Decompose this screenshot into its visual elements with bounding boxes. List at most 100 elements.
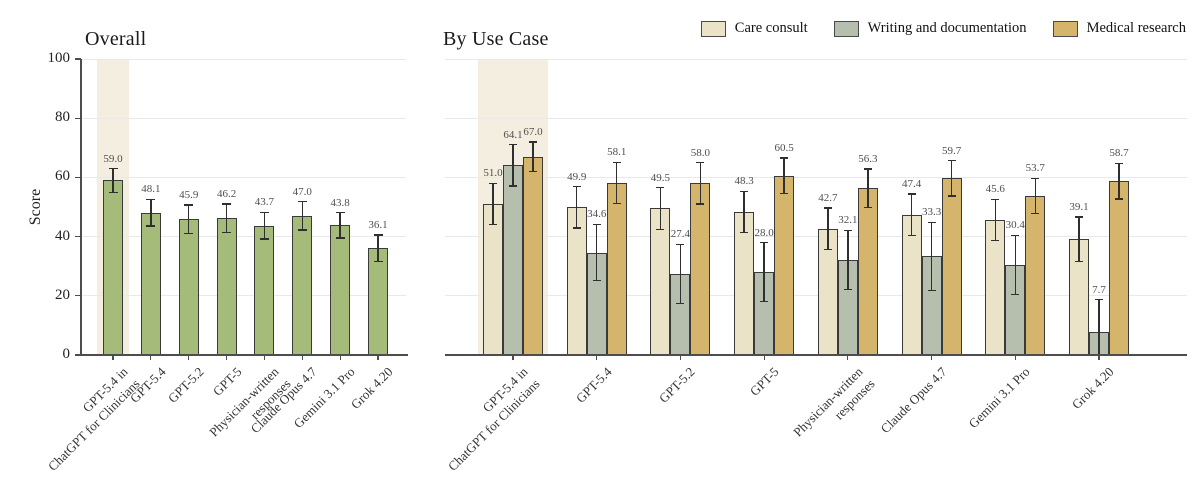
error-bar-cap [843, 229, 852, 232]
bar [857, 188, 878, 355]
gridline [82, 58, 406, 60]
bar [1109, 181, 1129, 355]
legend-swatch-medical-research [1052, 20, 1078, 37]
x-tick [339, 355, 341, 360]
error-bar-cap [947, 195, 956, 197]
error-bar-cap [1031, 177, 1040, 179]
x-tick [763, 355, 765, 360]
error-bar-cap [222, 231, 232, 234]
error-bar-cap [1075, 260, 1083, 263]
error-bar-cap [991, 198, 1000, 200]
y-tick-label: 0 [62, 346, 71, 362]
error-bar-line [659, 187, 662, 230]
category-label: GPT-5.2 [656, 364, 699, 406]
value-label: 33.3 [921, 206, 942, 219]
error-bar-cap [373, 234, 383, 236]
gridline [445, 117, 1187, 119]
bar [566, 207, 587, 355]
legend-label: Medical research [1086, 20, 1186, 36]
error-bar-cap [108, 191, 118, 193]
value-label: 58.0 [690, 146, 711, 159]
error-bar-line [1034, 178, 1036, 214]
x-tick [679, 355, 682, 360]
error-bar-cap [863, 168, 872, 170]
x-tick [1098, 355, 1100, 360]
x-tick [596, 355, 598, 360]
category-label: Grok 4.20 [1068, 364, 1117, 412]
error-bar-cap [612, 203, 621, 205]
error-bar-cap [656, 187, 665, 189]
error-bar-cap [297, 229, 307, 231]
gridline [445, 58, 1187, 60]
bar [103, 180, 123, 355]
value-label: 56.3 [858, 153, 878, 166]
error-bar-line [377, 234, 379, 262]
x-tick [301, 355, 303, 360]
y-axis-label: Score [27, 188, 44, 226]
error-bar-line [188, 204, 190, 234]
axis-x [81, 354, 408, 356]
error-bar-cap [259, 211, 269, 214]
error-bar-cap [373, 260, 383, 263]
error-bar-cap [760, 301, 769, 303]
gridline [82, 295, 406, 297]
bar [292, 215, 313, 355]
error-bar-cap [1011, 293, 1020, 296]
error-bar-line [950, 160, 953, 197]
bar [1025, 196, 1046, 355]
error-bar-line [301, 201, 303, 231]
error-bar-cap [184, 232, 194, 235]
error-bar-cap [907, 234, 916, 237]
error-bar-cap [222, 203, 232, 205]
y-tick [75, 176, 81, 178]
y-tick [75, 58, 81, 60]
value-label: 48.3 [734, 175, 754, 188]
y-tick [75, 295, 81, 297]
bar [690, 183, 711, 355]
value-label: 47.0 [292, 185, 312, 198]
gridline [82, 117, 406, 119]
bar [178, 219, 199, 355]
error-bar-line [532, 141, 534, 172]
error-bar-line [1118, 163, 1120, 199]
error-bar-cap [592, 280, 601, 282]
x-tick [263, 355, 266, 360]
bar [606, 183, 627, 355]
error-bar-line [910, 193, 913, 236]
axis-x [445, 354, 1187, 356]
y-tick [75, 117, 81, 119]
x-tick [512, 355, 514, 360]
category-label: GPT-5.4 [572, 364, 615, 406]
value-label: 28.0 [754, 226, 774, 239]
error-bar-cap [863, 206, 872, 209]
error-bar-cap [1075, 216, 1083, 218]
error-bar-line [512, 144, 514, 186]
bar [941, 178, 962, 355]
x-tick [377, 355, 379, 360]
bar [523, 156, 543, 355]
error-bar-cap [927, 289, 936, 292]
value-label: 30.4 [1005, 219, 1025, 232]
error-bar-cap [780, 192, 789, 195]
value-label: 43.8 [330, 196, 350, 209]
bar [254, 225, 275, 355]
error-bar-cap [696, 161, 705, 164]
y-tick-label: 60 [55, 168, 70, 185]
bar [368, 248, 388, 355]
error-bar-line [492, 183, 494, 225]
error-bar-cap [489, 224, 497, 226]
error-bar-line [930, 222, 933, 291]
error-bar-line [1014, 235, 1016, 295]
value-label: 67.0 [523, 125, 543, 138]
error-bar-cap [991, 240, 1000, 242]
error-bar-cap [927, 221, 936, 224]
y-tick-label: 20 [55, 286, 70, 303]
legend-swatch-writing-and-documentation [833, 20, 859, 37]
gridline [445, 295, 1187, 297]
legend: Care consult Writing and documentation Med… [700, 20, 1186, 37]
gridline [445, 236, 1187, 238]
y-tick-label: 40 [55, 227, 70, 244]
error-bar-cap [529, 170, 537, 173]
category-label: GPT-5.4 in ChatGPT for Clinicians [44, 364, 143, 474]
value-label: 58.1 [607, 146, 627, 159]
